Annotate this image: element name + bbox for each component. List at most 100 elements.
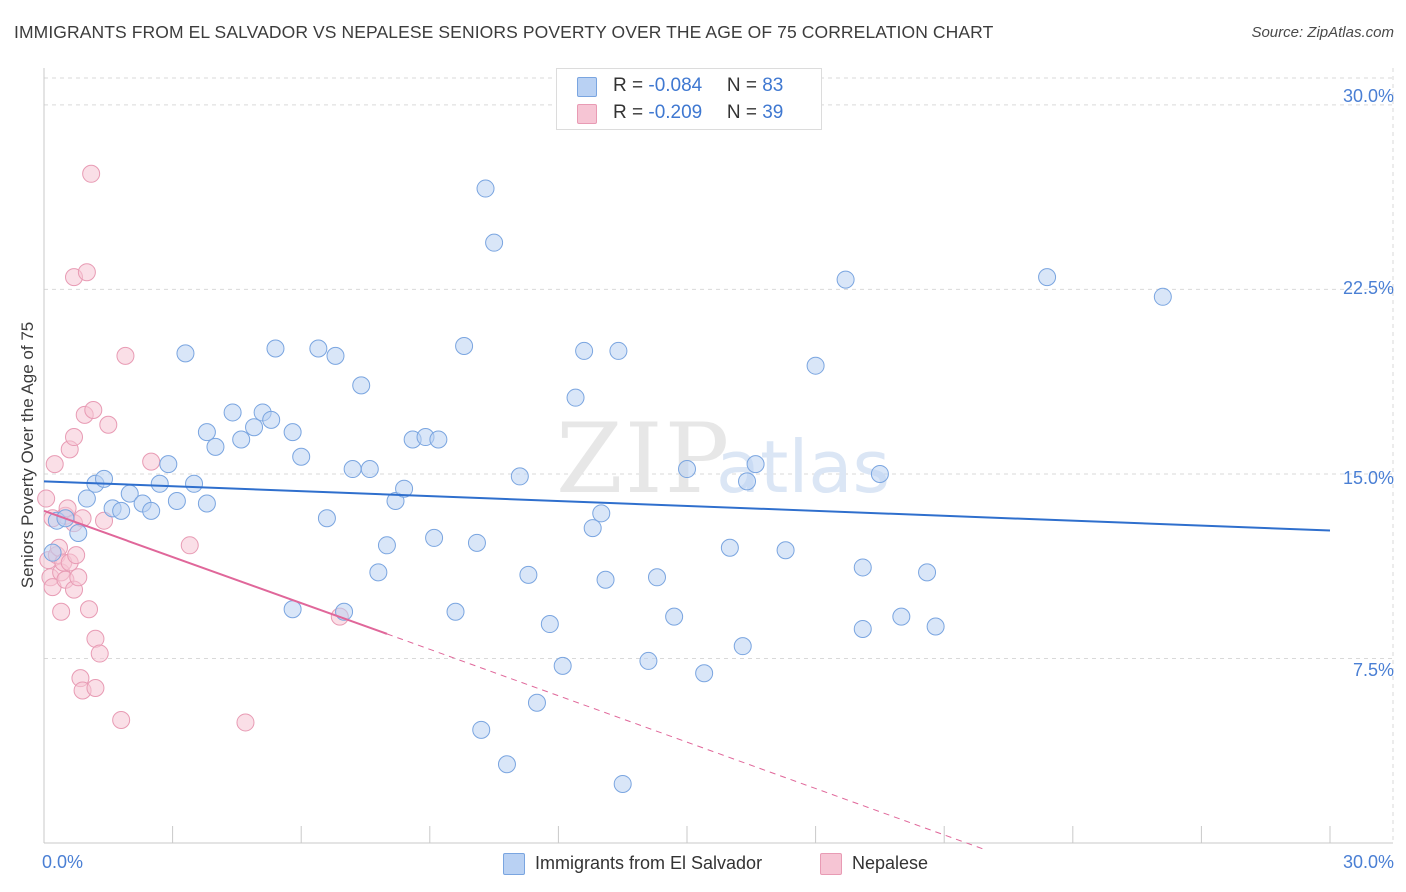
stats-r-value: -0.209 [648, 102, 703, 123]
stats-n-label: N = [726, 102, 763, 123]
data-point-el-salvador [317, 509, 336, 528]
legend-swatch-pink [820, 853, 842, 875]
data-point-el-salvador [592, 504, 611, 523]
data-point-el-salvador [176, 344, 195, 363]
data-point-el-salvador [283, 423, 302, 442]
legend-label: Immigrants from El Salvador [535, 853, 763, 873]
data-point-el-salvador [806, 356, 825, 375]
data-point-nepalese [112, 710, 131, 729]
legend-swatch-blue [503, 853, 525, 875]
data-point-el-salvador [185, 474, 204, 493]
data-point-el-salvador [596, 570, 615, 589]
data-point-el-salvador [485, 233, 504, 252]
data-point-el-salvador [733, 637, 752, 656]
data-point-el-salvador [720, 538, 739, 557]
series-el-salvador [43, 179, 1172, 793]
data-point-nepalese [52, 602, 71, 621]
data-point-el-salvador [395, 479, 414, 498]
data-point-el-salvador [352, 376, 371, 395]
stats-swatch-blue [577, 77, 597, 97]
data-point-el-salvador [232, 430, 251, 449]
data-point-el-salvador [609, 341, 628, 360]
x-tick-label-min: 0.0% [42, 852, 84, 872]
data-point-el-salvador [695, 664, 714, 683]
data-point-el-salvador [472, 720, 491, 739]
data-point-el-salvador [497, 755, 516, 774]
data-point-el-salvador [77, 489, 96, 508]
data-point-el-salvador [262, 410, 281, 429]
trend-lines [43, 480, 1331, 851]
data-point-el-salvador [510, 467, 529, 486]
data-point-el-salvador [167, 492, 186, 511]
data-point-el-salvador [266, 339, 285, 358]
data-point-nepalese [67, 546, 86, 565]
data-point-nepalese [236, 713, 255, 732]
data-point-el-salvador [455, 337, 474, 356]
data-point-nepalese [82, 164, 101, 183]
data-point-nepalese [90, 644, 109, 663]
data-point-el-salvador [425, 528, 444, 547]
chart-legend: Immigrants from El Salvador Nepalese [0, 850, 1406, 880]
data-point-el-salvador [446, 602, 465, 621]
data-point-el-salvador [377, 536, 396, 555]
data-point-el-salvador [519, 565, 538, 584]
y-tick-label: 30.0% [1342, 86, 1394, 106]
data-point-nepalese [65, 428, 84, 447]
x-tick-label-max: 30.0% [1342, 852, 1394, 872]
data-point-el-salvador [112, 501, 131, 520]
data-point-el-salvador [326, 346, 345, 365]
data-point-nepalese [80, 600, 99, 619]
data-point-el-salvador [245, 418, 264, 437]
correlation-stats-box: R = -0.084 N = 83 R = -0.209 N = 39 [556, 68, 822, 130]
data-point-el-salvador [69, 524, 88, 542]
data-point-el-salvador [43, 543, 62, 562]
data-point-el-salvador [853, 619, 872, 638]
data-point-el-salvador [575, 341, 594, 360]
data-point-el-salvador [197, 494, 216, 513]
data-point-nepalese [77, 263, 96, 282]
data-point-el-salvador [142, 501, 161, 520]
data-point-el-salvador [678, 460, 696, 479]
data-point-nepalese [142, 452, 161, 471]
chart-title: IMMIGRANTS FROM EL SALVADOR VS NEPALESE … [14, 22, 994, 42]
legend-label: Nepalese [852, 853, 929, 873]
data-point-el-salvador [429, 430, 448, 449]
stats-n-value: 39 [762, 102, 784, 123]
data-point-el-salvador [360, 460, 379, 479]
data-point-nepalese [116, 346, 135, 365]
stats-r-label: R = [613, 75, 649, 96]
data-point-el-salvador [639, 651, 658, 670]
data-point-el-salvador [1153, 287, 1172, 306]
data-point-el-salvador [738, 472, 757, 491]
y-tick-label: 7.5% [1352, 660, 1394, 680]
data-point-el-salvador [892, 607, 911, 626]
data-point-el-salvador [283, 600, 302, 619]
stats-n-label: N = [726, 75, 763, 96]
data-point-el-salvador [223, 403, 242, 422]
data-point-el-salvador [647, 568, 666, 587]
trend-line-nepalese-extension [386, 633, 988, 851]
data-point-nepalese [180, 536, 199, 555]
watermark: ZIP atlas [556, 403, 890, 515]
data-point-el-salvador [613, 774, 632, 793]
stats-r-label: R = [613, 102, 649, 123]
data-point-el-salvador [836, 270, 855, 289]
data-point-el-salvador [553, 656, 572, 675]
data-point-el-salvador [746, 455, 765, 474]
data-point-el-salvador [476, 179, 495, 198]
data-point-el-salvador [853, 558, 872, 577]
data-point-el-salvador [309, 339, 328, 358]
data-point-nepalese [69, 568, 88, 587]
data-point-el-salvador [527, 693, 546, 712]
trend-line-nepalese [43, 509, 388, 635]
data-point-nepalese [95, 511, 114, 530]
data-point-el-salvador [292, 447, 311, 466]
data-point-nepalese [99, 415, 118, 434]
data-point-el-salvador [206, 437, 225, 456]
data-point-nepalese [37, 489, 56, 508]
y-axis-label: Seniors Poverty Over the Age of 75 [18, 321, 37, 589]
data-point-el-salvador [369, 563, 388, 582]
data-point-el-salvador [467, 533, 486, 552]
axes-layer [43, 68, 1393, 844]
